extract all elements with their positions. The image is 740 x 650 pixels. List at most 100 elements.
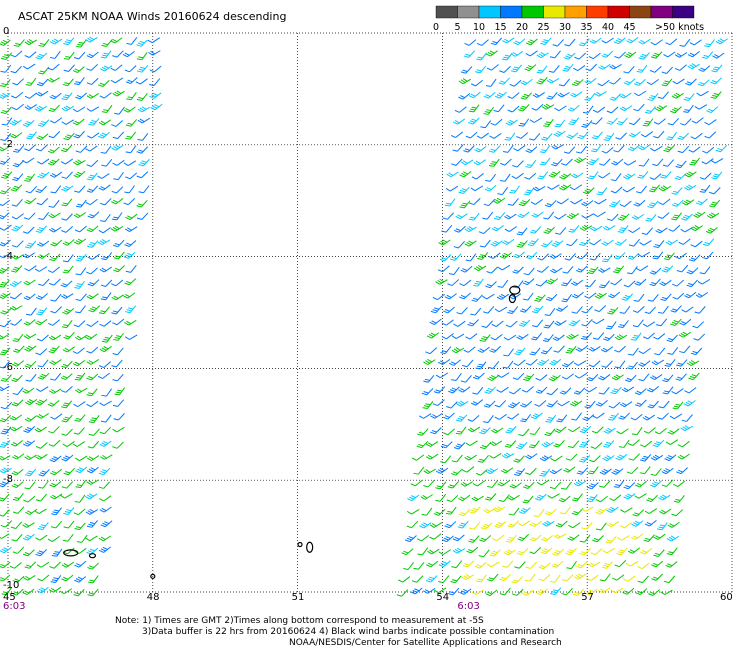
barb-flag [136,44,142,47]
wind-barb [50,468,63,476]
wind-barb [556,305,569,312]
barb-flag [571,311,577,314]
barb-shaft [606,50,614,58]
barb-flag [481,337,487,341]
wind-barb [24,481,36,490]
wind-barb [0,440,11,448]
wind-barb [610,386,622,395]
wind-barb [635,185,648,194]
wind-barb [34,105,47,112]
barb-flag [455,403,461,407]
wind-barb [696,90,709,97]
barb-shaft [53,388,62,394]
barb-flag [89,548,95,552]
barb-flag [12,392,18,396]
barb-shaft [66,481,74,489]
barb-flag [663,258,669,261]
barb-flag [14,338,20,341]
barb-flag [439,258,445,262]
barb-flag [136,98,142,101]
barb-flag [486,389,492,393]
barb-flag [503,453,509,458]
wind-barb [483,414,494,424]
wind-barb [711,171,723,180]
barb-flag [51,159,57,163]
barb-flag [638,147,644,151]
barb-flag [606,509,612,513]
barb-flag [136,58,142,61]
barb-flag [61,326,67,329]
wind-barb [530,198,544,205]
wind-barb [541,133,553,141]
barb-flag [613,375,619,380]
barb-flag [102,469,108,472]
barb-flag [73,135,79,139]
barb-flag [619,403,625,408]
wind-barb [460,159,474,166]
wind-barb [683,93,695,101]
barb-shaft [80,199,87,208]
wind-barb [621,293,634,301]
barb-flag [654,552,661,556]
wind-barb [710,91,722,99]
wind-barb [482,305,495,314]
barb-flag [680,332,686,337]
barb-flag [650,376,655,380]
barb-flag [11,485,17,488]
barb-shaft [676,279,684,287]
wind-barb [469,506,481,514]
barb-flag [13,227,19,230]
barb-shaft [541,65,548,74]
wind-barb [518,319,531,327]
wind-barb [669,413,683,420]
barb-shaft [539,374,548,381]
barb-flag [582,111,588,114]
barb-flag [62,147,68,151]
barb-flag [651,282,657,285]
barb-shaft [541,266,549,273]
wind-barb [86,373,99,381]
barb-shaft [652,400,659,409]
barb-flag [102,42,108,46]
wind-barb [48,319,61,326]
barb-flag [712,201,718,204]
wind-barb [633,103,645,112]
wind-barb [535,386,548,394]
barb-flag [562,364,568,368]
wind-barb [25,398,38,406]
barb-flag [509,495,515,500]
wind-barb [618,412,630,420]
barb-flag [468,549,474,552]
barb-flag [435,389,441,392]
barb-flag [504,228,510,232]
barb-flag [51,579,58,582]
barb-shaft [28,144,37,152]
barb-flag [489,468,495,472]
barb-shaft [533,440,540,449]
wind-barb [12,492,24,501]
wind-barb [547,184,560,190]
barb-shaft [603,280,610,289]
barb-flag [523,273,529,276]
barb-shaft [102,372,111,379]
wind-barb [9,292,22,300]
barb-shaft [561,92,570,98]
barb-flag [529,119,535,123]
barb-flag [49,57,56,59]
barb-flag [634,282,640,286]
barb-flag [561,487,567,490]
barb-flag [683,200,689,205]
wind-barb [482,211,494,220]
barb-flag [642,417,648,421]
barb-flag [590,552,596,556]
barb-flag [681,419,687,422]
wind-barb [61,171,73,179]
barb-flag [578,460,585,463]
barb-shaft [452,481,460,489]
wind-barb [626,466,639,475]
barb-flag [78,255,84,258]
barb-flag [650,484,656,488]
barb-flag [61,98,67,101]
wind-barb [491,320,504,328]
barb-shaft [15,521,23,529]
